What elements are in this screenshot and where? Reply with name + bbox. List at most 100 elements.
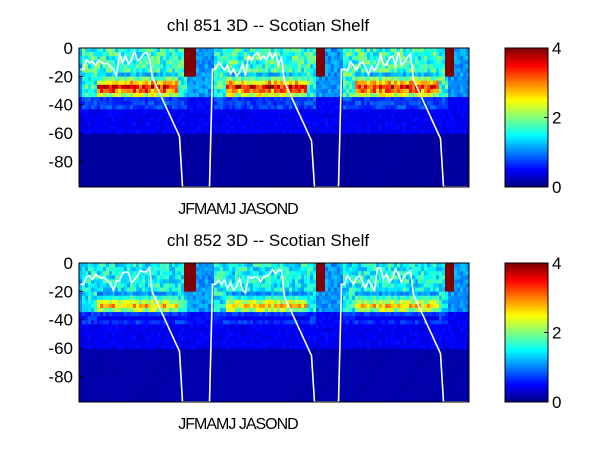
- heatmap-cell: [418, 125, 422, 131]
- heatmap-cell: [403, 84, 407, 90]
- heatmap-cell: [415, 133, 419, 139]
- heatmap-cell: [355, 142, 359, 147]
- heatmap-cell: [100, 72, 104, 78]
- heatmap-cell: [340, 162, 344, 167]
- heatmap-cell: [163, 113, 167, 118]
- heatmap-cell: [112, 76, 116, 82]
- heatmap-cell: [118, 178, 122, 184]
- heatmap-cell: [358, 154, 362, 159]
- heatmap-cell: [346, 80, 350, 86]
- heatmap-cell: [421, 56, 425, 61]
- heatmap-cell: [346, 60, 350, 65]
- heatmap-cell: [199, 80, 203, 86]
- heatmap-cell: [130, 64, 134, 69]
- heatmap-cell: [193, 125, 197, 131]
- heatmap-cell: [385, 121, 389, 127]
- heatmap-cell: [400, 72, 404, 78]
- heatmap-cell: [361, 162, 365, 167]
- colorbar-segment: [505, 121, 548, 125]
- heatmap-cell: [433, 72, 437, 78]
- heatmap-cell: [109, 275, 113, 280]
- heatmap-cell: [244, 154, 248, 159]
- heatmap-cell: [244, 88, 248, 94]
- heatmap-cell: [271, 80, 275, 86]
- heatmap-cell: [118, 279, 122, 284]
- heatmap-cell: [436, 121, 440, 127]
- heatmap-cell: [121, 117, 125, 122]
- heatmap-cell: [256, 166, 260, 172]
- heatmap-cell: [259, 121, 263, 127]
- heatmap-cell: [91, 385, 95, 391]
- heatmap-cell: [109, 263, 113, 268]
- heatmap-cell: [157, 72, 161, 78]
- heatmap-cell: [385, 162, 389, 167]
- y-tick-label: -40: [48, 96, 73, 115]
- heatmap-cell: [109, 393, 113, 399]
- heatmap-cell: [103, 340, 107, 346]
- heatmap-cell: [118, 166, 122, 172]
- heatmap-cell: [169, 64, 173, 69]
- heatmap-cell: [370, 88, 374, 94]
- heatmap-cell: [181, 146, 185, 151]
- heatmap-cell: [259, 146, 263, 151]
- heatmap-cell: [289, 146, 293, 151]
- heatmap-cell: [349, 178, 353, 184]
- heatmap-cell: [106, 166, 110, 172]
- heatmap-cell: [310, 121, 314, 127]
- heatmap-cell: [316, 137, 320, 143]
- heatmap-cell: [358, 109, 362, 114]
- heatmap-cell: [82, 344, 86, 350]
- heatmap-cell: [163, 92, 167, 98]
- heatmap-cell: [430, 174, 434, 180]
- heatmap-cell: [298, 182, 302, 188]
- heatmap-cell: [391, 52, 395, 57]
- heatmap-cell: [124, 84, 128, 90]
- heatmap-cell: [112, 178, 116, 184]
- heatmap-cell: [439, 64, 443, 69]
- heatmap-cell: [250, 52, 254, 57]
- heatmap-cell: [379, 117, 383, 122]
- heatmap-cell: [169, 101, 173, 106]
- heatmap-cell: [199, 113, 203, 118]
- heatmap-cell: [289, 64, 293, 69]
- heatmap-cell: [391, 178, 395, 184]
- colorbar-segment: [505, 141, 548, 144]
- heatmap-cell: [190, 137, 194, 143]
- heatmap-cell: [280, 88, 284, 94]
- heatmap-cell: [439, 72, 443, 78]
- heatmap-cell: [238, 174, 242, 180]
- heatmap-cell: [136, 72, 140, 78]
- heatmap-cell: [205, 121, 209, 127]
- heatmap-cell: [376, 182, 380, 188]
- heatmap-cell: [223, 80, 227, 86]
- heatmap-cell: [163, 137, 167, 143]
- heatmap-cell: [370, 60, 374, 65]
- heatmap-cell: [157, 101, 161, 106]
- heatmap-cell: [172, 150, 176, 155]
- heatmap-cell: [370, 162, 374, 167]
- heatmap-cell: [301, 72, 305, 78]
- heatmap-cell: [124, 154, 128, 159]
- heatmap-cell: [172, 154, 176, 159]
- heatmap-cell: [316, 88, 320, 94]
- heatmap-cell: [85, 178, 89, 184]
- heatmap-cell: [196, 154, 200, 159]
- heatmap-cell: [163, 182, 167, 188]
- heatmap-cell: [157, 97, 161, 102]
- heatmap-cell: [439, 129, 443, 135]
- heatmap-cell: [211, 121, 215, 127]
- heatmap-cell: [352, 133, 356, 139]
- heatmap-cell: [193, 52, 197, 57]
- heatmap-cell: [166, 170, 170, 176]
- heatmap-cell: [97, 92, 101, 98]
- heatmap-cell: [82, 101, 86, 106]
- heatmap-cell: [115, 76, 119, 82]
- heatmap-cell: [400, 182, 404, 188]
- heatmap-cell: [175, 162, 179, 167]
- heatmap-cell: [313, 158, 317, 163]
- heatmap-cell: [190, 129, 194, 135]
- heatmap-cell: [235, 154, 239, 159]
- heatmap-cell: [385, 182, 389, 188]
- heatmap-cell: [187, 170, 191, 176]
- heatmap-cell: [463, 162, 467, 167]
